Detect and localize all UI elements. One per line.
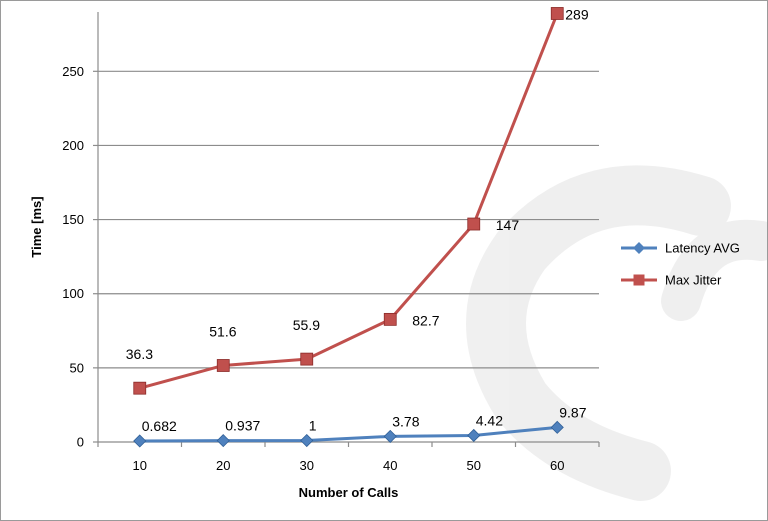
gridlines (98, 70, 599, 369)
data-point-square (467, 217, 481, 231)
data-label-latency: 0.937 (225, 418, 260, 434)
data-point-square (216, 359, 230, 372)
watermark-logo (466, 165, 767, 501)
data-label-jitter: 55.9 (293, 317, 320, 333)
data-point-square (383, 312, 397, 326)
data-point-square (300, 352, 314, 366)
y-tick-label: 150 (62, 212, 84, 227)
data-label-latency: 0.682 (142, 418, 177, 434)
data-point-square (133, 381, 147, 395)
data-point-diamond (550, 420, 564, 434)
data-point-diamond (216, 434, 230, 448)
data-label-jitter: 289 (565, 6, 589, 22)
x-tick-label: 50 (467, 458, 481, 473)
y-tick-label: 100 (62, 286, 84, 301)
x-tick-label: 10 (133, 458, 147, 473)
data-label-jitter: 147 (496, 217, 520, 233)
series-max-jitter (133, 7, 564, 395)
series-latency-avg (133, 420, 564, 448)
data-label-latency: 1 (309, 418, 317, 434)
legend-entry-max-jitter: Max Jitter (621, 273, 722, 288)
x-tick-label: 20 (216, 458, 230, 473)
data-label-jitter: 36.3 (126, 346, 153, 362)
data-point-diamond (467, 428, 481, 443)
legend-label: Max Jitter (665, 273, 722, 288)
data-label-latency: 4.42 (476, 412, 503, 428)
data-labels: 0.682 0.937 1 3.78 4.42 9.87 36.3 51.6 55.9 82.7 1… (126, 6, 589, 434)
x-tick-label: 30 (300, 458, 314, 473)
data-label-latency: 9.87 (559, 404, 586, 420)
y-tick-label: 0 (77, 435, 84, 450)
data-point-diamond (300, 433, 314, 448)
x-tick-labels: 10 20 30 40 50 60 (133, 458, 565, 473)
data-label-jitter: 82.7 (412, 312, 439, 328)
series-line (139, 425, 558, 443)
y-axis-title: Time [ms] (29, 196, 44, 257)
x-tick-label: 40 (383, 458, 397, 473)
data-point-diamond (133, 434, 147, 448)
legend-entry-latency-avg: Latency AVG (621, 241, 740, 256)
x-tick-label: 60 (550, 458, 564, 473)
legend: Latency AVG Max Jitter (621, 241, 740, 288)
data-point-diamond (383, 429, 397, 443)
y-tick-label: 200 (62, 138, 84, 153)
y-tick-labels: 0 50 100 150 200 250 (62, 64, 84, 450)
data-point-square (550, 7, 564, 20)
series-line (139, 12, 559, 390)
data-label-latency: 3.78 (392, 413, 419, 429)
y-tick-label: 50 (70, 360, 84, 375)
data-label-jitter: 51.6 (209, 323, 236, 339)
x-axis-title: Number of Calls (299, 485, 399, 500)
series-group (133, 7, 564, 448)
legend-label: Latency AVG (665, 241, 740, 256)
legend-marker-diamond (633, 242, 645, 254)
legend-marker-square (633, 274, 645, 286)
y-tick-label: 250 (62, 64, 84, 79)
